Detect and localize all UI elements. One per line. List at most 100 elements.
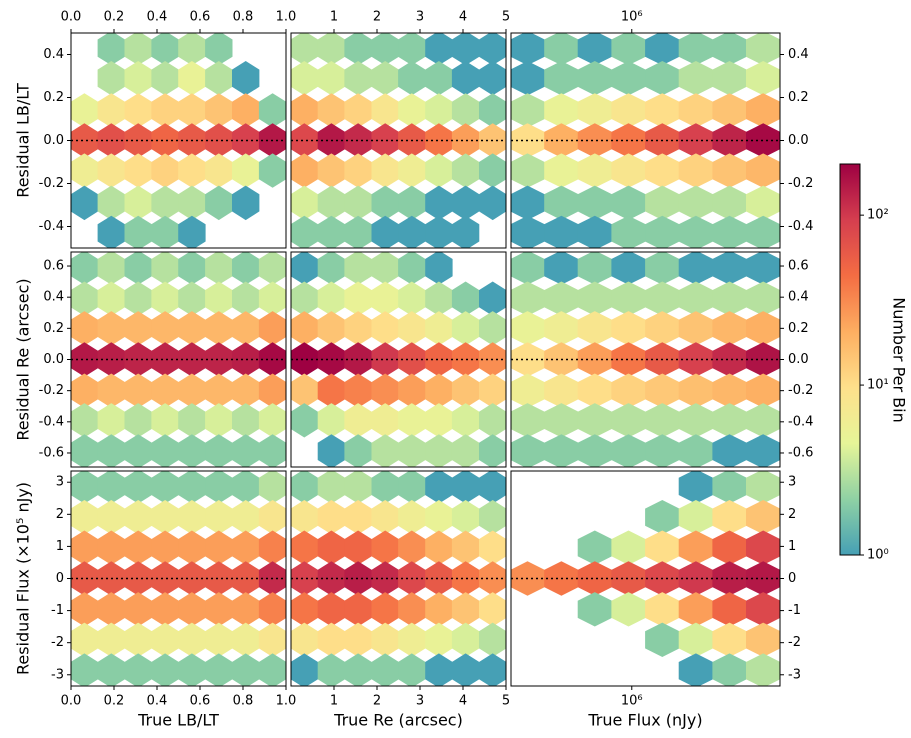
hex-bin	[645, 185, 680, 221]
hex-bin	[205, 33, 233, 66]
hex-bin	[425, 403, 453, 438]
panel-frame	[290, 470, 507, 687]
hex-bin	[398, 61, 426, 96]
hex-bin	[97, 622, 125, 657]
hex-bin	[317, 373, 346, 408]
hex-bin	[712, 33, 747, 66]
hex-bin	[344, 123, 372, 158]
hex-bin	[479, 61, 506, 96]
y-tick-label: 0.4	[788, 290, 809, 305]
hex-bin	[544, 33, 579, 66]
hex-bin	[317, 153, 346, 188]
hex-bin	[258, 653, 286, 686]
hex-bin	[151, 653, 179, 686]
hex-bin	[178, 403, 206, 438]
hex-bin	[124, 33, 152, 66]
hex-bin	[577, 252, 612, 285]
hex-bin	[71, 592, 99, 627]
hex-bin	[259, 186, 286, 221]
hex-bin	[151, 281, 179, 316]
hex-bin	[398, 403, 426, 438]
hex-bin	[291, 61, 318, 96]
hex-bin	[151, 252, 179, 285]
hex-bin	[577, 403, 612, 438]
hex-bin	[178, 653, 206, 686]
hex-bin	[71, 153, 99, 188]
hex-bin	[712, 215, 747, 248]
hex-bin	[678, 434, 713, 467]
hex-bin	[511, 252, 545, 285]
hex-bin	[511, 434, 545, 467]
hex-bin	[97, 185, 125, 221]
hex-bin	[291, 434, 318, 468]
hex-bin	[511, 185, 545, 221]
hex-bin	[178, 311, 206, 346]
hex-bin	[205, 403, 233, 438]
hex-bin	[317, 434, 346, 467]
hex-bin	[291, 252, 318, 285]
hex-bin	[510, 531, 544, 565]
hex-bin	[398, 185, 426, 221]
hex-bin	[425, 61, 453, 96]
hex-bin	[611, 561, 646, 596]
hex-bin	[678, 342, 713, 377]
y-tick-label: 0.2	[43, 321, 64, 336]
hex-bin	[678, 311, 713, 346]
hex-bin	[645, 530, 680, 565]
hex-bin	[291, 153, 318, 188]
hex-bin	[317, 592, 346, 627]
hex-bin	[578, 623, 612, 657]
hex-bin	[232, 281, 260, 316]
hex-bin	[577, 592, 612, 627]
hex-bin	[317, 61, 346, 96]
hex-bin	[291, 185, 318, 221]
panel	[71, 471, 286, 686]
hex-bin	[151, 93, 179, 128]
hex-bin	[124, 311, 152, 346]
hex-bin	[71, 500, 99, 535]
hex-bin	[124, 653, 152, 686]
y-tick-label: 0	[788, 571, 796, 586]
hex-bin	[746, 33, 780, 66]
panel	[291, 33, 506, 248]
hex-bin	[178, 622, 206, 657]
x-tick-label: 0.6	[190, 10, 211, 25]
hex-bin	[678, 530, 713, 565]
hex-bin	[451, 33, 480, 66]
y-tick-label: -0.6	[788, 445, 813, 460]
hex-bin	[344, 33, 372, 66]
hex-bin	[577, 434, 612, 467]
x-axis-label: True Re (arcsec)	[333, 711, 463, 730]
hex-bin	[344, 622, 372, 657]
hex-bin	[645, 434, 680, 467]
x-tick-label: 10⁶	[621, 10, 643, 25]
hex-bin	[291, 592, 318, 627]
hex-bin	[124, 342, 152, 377]
hex-bin	[178, 93, 206, 128]
hex-bin	[205, 93, 233, 128]
hex-bin	[371, 281, 399, 316]
hex-bin	[71, 185, 99, 221]
hex-bin	[425, 93, 453, 128]
hex-bin	[544, 592, 578, 626]
hex-bin	[124, 530, 152, 565]
hex-bin	[452, 250, 479, 284]
hex-bin	[577, 373, 612, 408]
hex-bin	[178, 185, 206, 221]
hex-bin	[578, 653, 612, 687]
hex-bin	[124, 561, 152, 596]
x-tick-label: 1	[330, 694, 338, 709]
hex-bin	[97, 281, 125, 316]
x-tick-label: 10⁶	[621, 694, 643, 709]
hex-bin	[712, 530, 747, 565]
hex-bin	[425, 471, 453, 504]
hex-bin	[178, 215, 206, 248]
y-tick-label: 0.4	[43, 47, 64, 62]
hex-bin	[232, 653, 260, 686]
hex-bin	[678, 500, 713, 535]
hex-bin	[611, 93, 646, 128]
hex-bin	[578, 469, 612, 503]
hex-bin	[317, 311, 346, 346]
y-tick-label: -0.2	[39, 383, 64, 398]
hex-bin	[205, 216, 232, 250]
